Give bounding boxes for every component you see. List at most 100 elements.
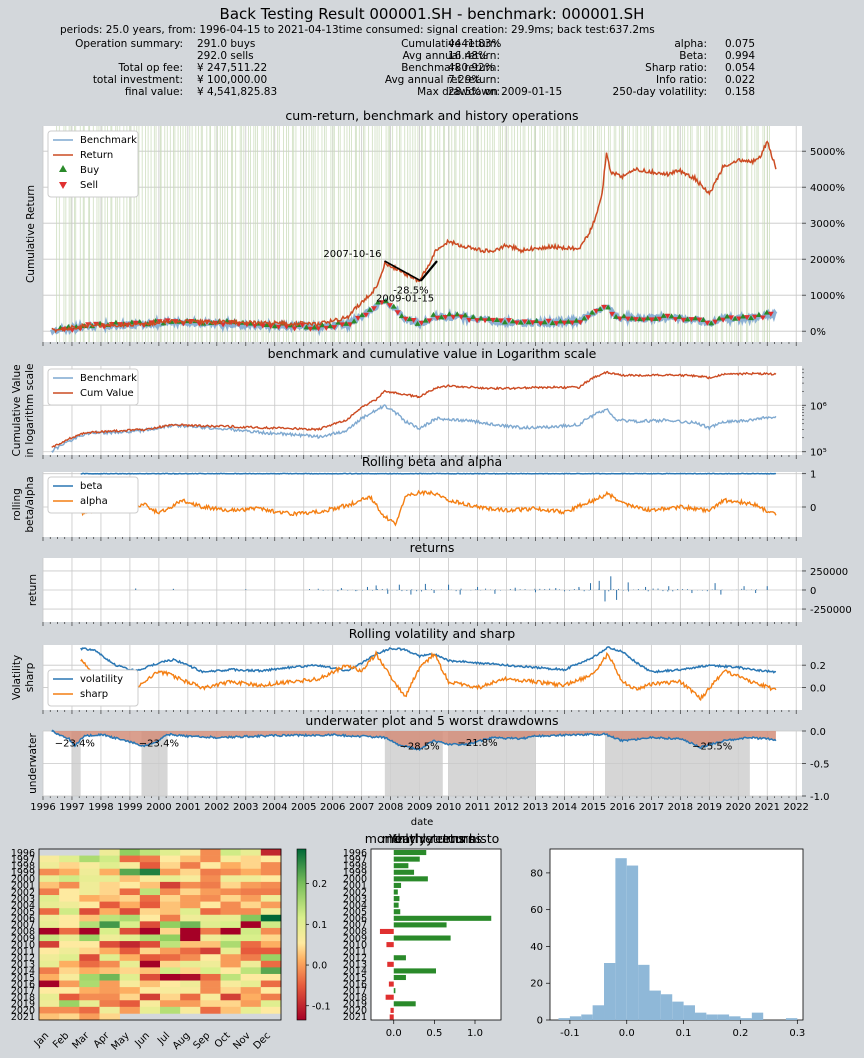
buy-marker [605, 304, 612, 310]
volatility-line [80, 646, 777, 674]
heatmap-cell [39, 954, 60, 962]
heatmap-cell [160, 941, 181, 948]
histo-title: monthly returns histo [365, 831, 500, 846]
x-tick-label: 2007 [349, 802, 374, 813]
heatmap-cell [79, 934, 100, 942]
beta-line [80, 472, 777, 475]
buy-marker [486, 315, 493, 321]
buy-marker [470, 314, 477, 320]
heatmap-cell [180, 875, 201, 883]
sell-marker [132, 320, 139, 326]
panel-underwater-title: underwater plot and 5 worst drawdowns [305, 713, 558, 728]
histo-x-tick-label: 0.2 [733, 1028, 749, 1039]
heatmap-year-label: 1996 [11, 848, 35, 859]
heatmap-cell [39, 967, 60, 975]
heatmap-cell [160, 888, 181, 896]
heatmap-year-label: 2000 [11, 874, 35, 885]
x-tick-label: 2014 [552, 802, 577, 813]
heatmap-cell [99, 868, 120, 876]
summary-value: 0.158 [725, 86, 756, 98]
heatmap-cell [139, 987, 161, 994]
heatmap-cell [220, 1006, 241, 1014]
heatmap-cell [200, 855, 221, 863]
heatmap-cell [39, 881, 60, 889]
buy-marker [462, 312, 469, 318]
heatmap-cell [39, 1000, 60, 1008]
histo-bar [615, 858, 627, 1020]
heatmap-cell [59, 895, 80, 902]
heatmap-cell [240, 921, 262, 929]
yearly-year-label: 2002 [343, 887, 367, 898]
buy-marker [565, 318, 572, 324]
heatmap-cell [79, 973, 100, 981]
heatmap-cell [180, 993, 201, 1001]
heatmap-cell [160, 868, 181, 876]
sell-marker [720, 317, 727, 323]
heatmap-cell [160, 1000, 181, 1008]
alpha-line [80, 489, 777, 527]
panel-underwater-ylabel: underwater [27, 732, 39, 793]
heatmap-cell [139, 934, 161, 942]
heatmap-cell [220, 881, 241, 889]
heatmap-cell [260, 1000, 282, 1008]
sell-marker [648, 317, 655, 323]
x-tick-label: 2002 [204, 802, 229, 813]
yearly-bar [393, 902, 399, 908]
heatmap-cell [220, 967, 241, 975]
yearly-bar [393, 974, 406, 981]
yearly-bar [393, 869, 415, 875]
heatmap-cell [200, 967, 221, 975]
x-tick-label: 2018 [668, 802, 693, 813]
heatmap-cell [160, 973, 181, 981]
heatmap-cell [260, 855, 282, 863]
yearly-x-tick-label: 0.0 [386, 1028, 402, 1039]
summary-label: Benchmark return: [401, 62, 500, 74]
heatmap-cell [99, 914, 120, 922]
summary-label: final value: [124, 86, 183, 98]
heatmap-cell [260, 875, 282, 883]
panel-returns-title: returns [410, 540, 455, 555]
heatmap-cell [39, 934, 60, 942]
heatmap-cell [260, 973, 282, 981]
heatmap-cell [39, 993, 60, 1001]
panel-cum-return-title: cum-return, benchmark and history operat… [285, 108, 578, 123]
buy-marker [557, 318, 564, 324]
heatmap-year-label: 2006 [11, 914, 35, 925]
summary-value: 0.054 [725, 62, 756, 74]
buy-marker [740, 313, 747, 319]
x-tick-label: 2004 [262, 802, 287, 813]
heatmap-cell [240, 973, 262, 981]
heatmap-cell [200, 868, 221, 876]
heatmap-cell [260, 980, 282, 988]
heatmap-cell [220, 908, 241, 916]
panel-vol-y-tick-label: 0.2 [810, 661, 826, 672]
heatmap-cell [260, 927, 282, 935]
sell-marker [585, 315, 592, 321]
heatmap-cell [39, 908, 60, 916]
drawdown-end-label: 2009-01-15 [376, 293, 434, 304]
buy-marker [374, 299, 381, 305]
summary-label: Operation summary: [75, 38, 183, 50]
sell-marker [553, 321, 560, 327]
drawdown-label: −23.4% [139, 739, 179, 750]
x-tick-label: 1996 [30, 802, 55, 813]
heatmap-cell [200, 927, 221, 935]
heatmap-cell [119, 888, 141, 896]
summary-label: Info ratio: [656, 74, 707, 86]
yearly-year-label: 2011 [343, 946, 367, 957]
buy-marker [351, 318, 358, 324]
legend-log-label: Cum Value [80, 388, 134, 399]
heatmap-cell [59, 947, 80, 955]
summary-value: 0.994 [725, 50, 756, 62]
x-tick-label: 2000 [146, 802, 171, 813]
heatmap-year-label: 2018 [11, 992, 35, 1003]
buy-marker [509, 318, 516, 324]
summary-label: alpha: [674, 38, 707, 50]
sell-marker [601, 304, 608, 310]
sell-marker [759, 315, 766, 321]
summary-value: ¥ 100,000.00 [197, 74, 268, 86]
heatmap-cell [79, 895, 100, 902]
heatmap-cell [99, 862, 120, 870]
heatmap-cell [180, 947, 201, 955]
